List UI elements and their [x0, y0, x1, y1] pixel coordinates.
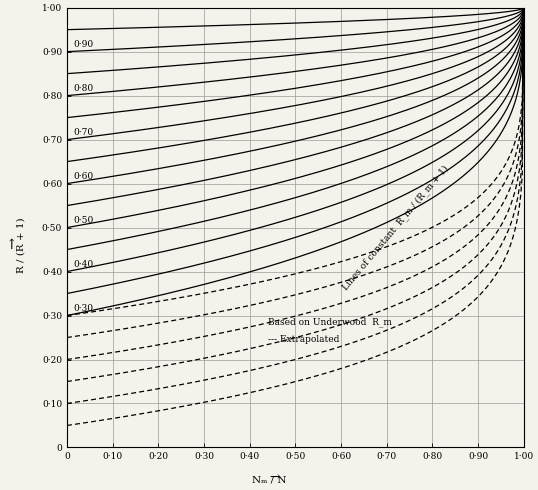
Text: R / (R + 1): R / (R + 1): [17, 217, 26, 273]
Text: 0·50: 0·50: [74, 217, 94, 225]
Text: 0·30: 0·30: [74, 304, 94, 313]
Text: 0·40: 0·40: [74, 260, 94, 270]
Text: Lines of constant  R_m / (R_m + 1): Lines of constant R_m / (R_m + 1): [341, 163, 451, 292]
Text: --- Extrapolated: --- Extrapolated: [268, 335, 339, 344]
Text: 0·70: 0·70: [74, 128, 94, 137]
Text: Nₘ / N: Nₘ / N: [252, 476, 286, 485]
Text: ↑: ↑: [5, 238, 17, 252]
Text: Based on Underwood  R_m: Based on Underwood R_m: [268, 318, 392, 327]
Text: 0·60: 0·60: [74, 172, 94, 181]
Text: 0·90: 0·90: [74, 41, 94, 49]
Text: 0·80: 0·80: [74, 84, 94, 94]
Text: →: →: [269, 471, 280, 484]
